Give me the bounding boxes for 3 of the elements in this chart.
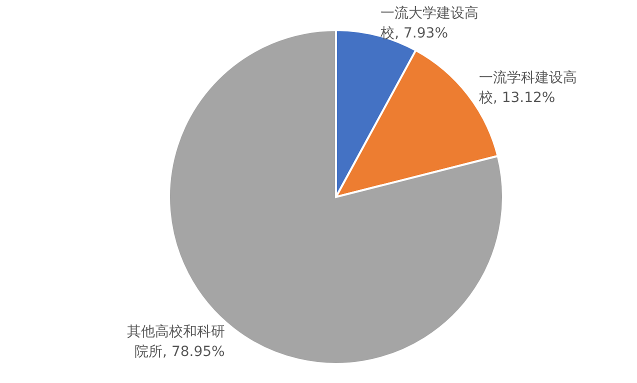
slice-label: 其他高校和科研院所, 78.95% (126, 324, 225, 360)
slice-label: 一流学科建设高校, 13.12% (478, 70, 577, 106)
slice-label: 一流大学建设高校, 7.93% (380, 6, 479, 42)
